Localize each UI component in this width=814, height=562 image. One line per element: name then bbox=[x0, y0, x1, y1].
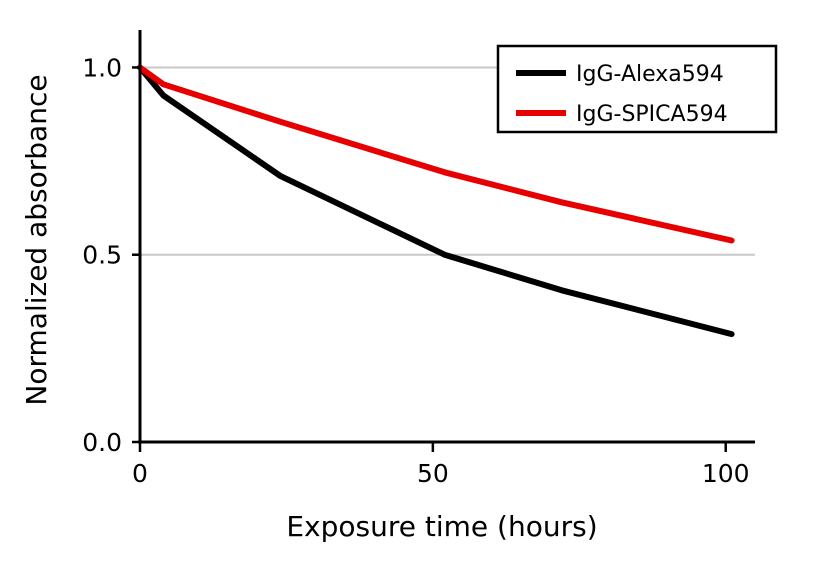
data-point bbox=[162, 95, 164, 97]
legend: IgG-Alexa594 IgG-SPICA594 bbox=[496, 44, 778, 134]
data-point bbox=[561, 289, 563, 291]
series-line-igg-alexa594 bbox=[137, 64, 735, 338]
legend-label: IgG-Alexa594 bbox=[576, 62, 724, 87]
x-tick-label: 0 bbox=[132, 459, 148, 488]
data-point bbox=[280, 175, 282, 177]
legend-box bbox=[496, 44, 778, 134]
x-axis-title: Exposure time (hours) bbox=[286, 510, 597, 543]
data-point bbox=[561, 201, 563, 203]
series-layer bbox=[137, 64, 735, 338]
y-tick-label: 0.5 bbox=[82, 241, 122, 270]
data-point bbox=[162, 83, 164, 85]
data-point bbox=[731, 333, 733, 335]
axes bbox=[138, 30, 755, 444]
ticks: 0.0 0.5 1.0 0 50 100 bbox=[82, 53, 749, 488]
x-tick-label: 100 bbox=[702, 459, 750, 488]
data-point bbox=[444, 254, 446, 256]
y-tick-label: 1.0 bbox=[82, 53, 122, 82]
data-point bbox=[731, 239, 733, 241]
data-point bbox=[280, 121, 282, 123]
legend-label: IgG-SPICA594 bbox=[576, 102, 728, 127]
x-tick-label: 50 bbox=[417, 459, 449, 488]
data-point bbox=[444, 171, 446, 173]
y-axis-title: Normalized absorbance bbox=[20, 74, 53, 405]
y-tick-label: 0.0 bbox=[82, 428, 122, 457]
series-line-igg-spica594 bbox=[137, 64, 735, 244]
